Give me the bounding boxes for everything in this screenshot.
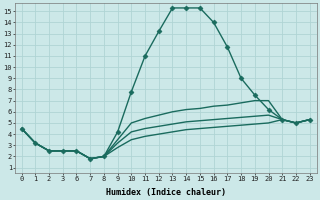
X-axis label: Humidex (Indice chaleur): Humidex (Indice chaleur) [106, 188, 226, 197]
